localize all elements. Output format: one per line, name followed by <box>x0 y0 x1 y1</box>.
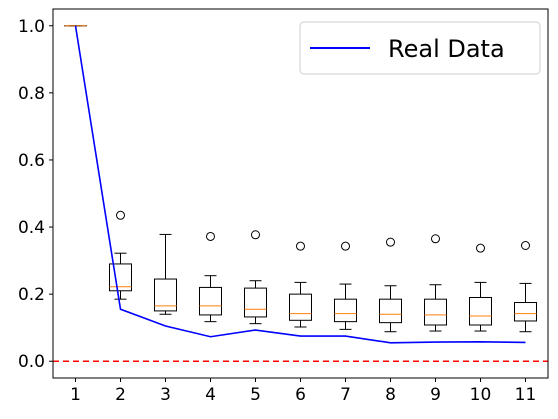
boxplot-3 <box>154 233 177 315</box>
boxplot-4 <box>199 231 222 323</box>
x-tick-label: 8 <box>385 385 396 405</box>
outlier-point <box>116 210 125 220</box>
axes: 1 2 3 4 5 6 7 8 9 10 11 0.0 0.2 0.4 0.6 0.8 1.0 <box>18 8 549 405</box>
box <box>199 286 222 316</box>
outlier-point <box>206 231 215 241</box>
y-tick-label: 0.8 <box>18 84 45 104</box>
boxplot-11 <box>514 240 537 333</box>
outlier-point <box>521 240 530 250</box>
x-tick-label: 3 <box>160 385 171 405</box>
box <box>244 287 267 318</box>
x-tick-label: 4 <box>205 385 216 405</box>
series-line-0 <box>74 25 526 344</box>
box <box>424 298 447 326</box>
box <box>379 298 402 324</box>
boxplot-6 <box>289 241 312 328</box>
boxplot-9 <box>424 234 447 332</box>
legend-box <box>299 21 541 75</box>
outlier-point <box>476 243 485 253</box>
x-tick-label: 5 <box>250 385 261 405</box>
y-tick-label: 0.6 <box>18 151 45 171</box>
x-tick-label: 7 <box>340 385 351 405</box>
plot-area <box>53 25 548 362</box>
y-tick-label: 0.0 <box>18 352 45 372</box>
outlier-point <box>431 234 440 244</box>
box <box>154 278 177 312</box>
outlier-point <box>341 241 350 251</box>
boxplot-10 <box>469 243 492 332</box>
boxplot-5 <box>244 230 267 325</box>
legend-label: Real Data <box>388 35 505 63</box>
box <box>334 298 357 323</box>
box <box>289 293 312 321</box>
x-tick-label: 2 <box>115 385 126 405</box>
legend: Real Data <box>299 21 541 75</box>
x-tick-label: 9 <box>430 385 441 405</box>
y-tick-label: 0.2 <box>18 285 45 305</box>
boxplot-2 <box>109 210 132 300</box>
box <box>109 263 132 292</box>
box <box>469 296 492 326</box>
x-tick-label: 6 <box>295 385 306 405</box>
boxplot-7 <box>334 241 357 330</box>
boxplot-8 <box>379 237 402 333</box>
y-tick-label: 1.0 <box>18 17 45 37</box>
x-tick-label: 11 <box>515 385 537 405</box>
outlier-point <box>386 237 395 247</box>
x-tick-label: 10 <box>470 385 492 405</box>
y-tick-label: 0.4 <box>18 218 45 238</box>
outlier-point <box>296 241 305 251</box>
outlier-point <box>251 230 260 240</box>
x-tick-label: 1 <box>70 385 81 405</box>
box <box>514 302 537 322</box>
